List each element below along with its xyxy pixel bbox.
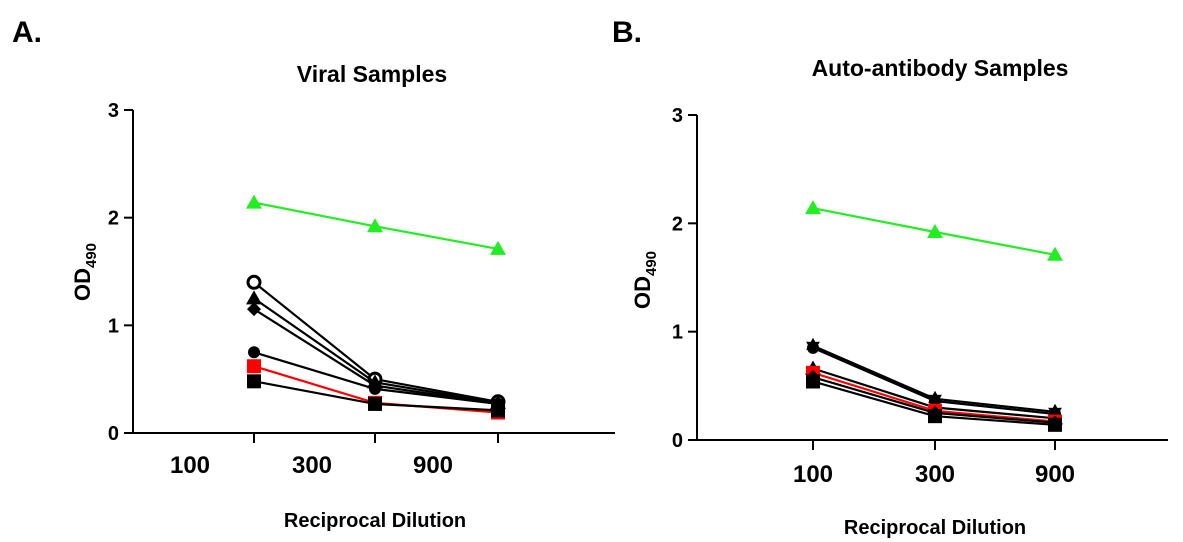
data-point [247,302,261,317]
data-point [247,359,261,374]
y-tick-label: 0 [672,430,683,452]
x-tick-label: 100 [793,461,833,488]
y-axis-label: OD490 [630,251,660,309]
data-point [368,396,382,411]
chart-panel-a: A. Viral Samples 0 1 2 3 100 300 900 Reciprocal D… [12,16,615,532]
data-point [491,403,505,418]
data-point [805,200,821,215]
data-point [806,374,820,389]
chart-title: Viral Samples [297,61,447,87]
data-point [807,341,819,354]
data-point [367,218,383,233]
x-tick-label: 300 [292,452,332,479]
data-point [246,194,262,209]
x-axis-label: Reciprocal Dilution [284,510,466,532]
y-tick-label: 2 [672,213,683,235]
y-tick-label: 1 [108,315,119,337]
chart-panel-b: B. Auto-antibody Samples 0 1 2 3 100 300 900 Reci… [612,16,1168,539]
series-0 [805,200,1063,261]
data-point [927,224,943,238]
y-tick-label: 3 [672,105,683,127]
y-tick-label: 0 [108,423,119,445]
data-point [369,382,381,395]
y-tick-label: 1 [672,322,683,344]
data-point [246,274,262,290]
series-6 [806,374,1062,432]
x-axis-label: Reciprocal Dilution [844,517,1026,539]
y-axis-label: OD490 [70,243,100,301]
series-0 [246,194,506,255]
panel-label: A. [12,16,42,49]
data-point [928,409,942,424]
data-point [490,240,506,255]
y-tick-label: 2 [108,208,119,230]
series-6 [247,374,505,418]
x-tick-label: 900 [413,452,453,479]
data-point [246,290,262,305]
x-tick-label: 300 [915,461,955,488]
y-tick-label: 3 [108,100,119,122]
x-tick-label: 100 [170,452,210,479]
data-point [248,346,260,359]
data-point [1047,246,1063,261]
data-point [247,374,261,389]
chart-title: Auto-antibody Samples [812,55,1069,81]
x-tick-label: 900 [1035,461,1075,488]
data-point [1048,417,1062,432]
panel-label: B. [612,16,642,49]
